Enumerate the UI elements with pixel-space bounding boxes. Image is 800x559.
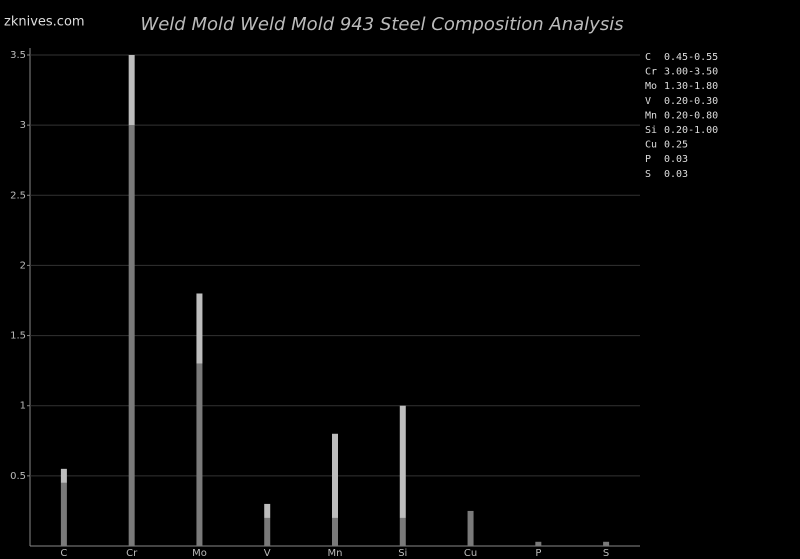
spec-range: 0.25 — [664, 140, 688, 151]
spec-element: S — [645, 169, 651, 180]
watermark: zknives.com — [4, 15, 85, 30]
x-tick-label: Cu — [464, 548, 477, 559]
y-tick-label: 2 — [20, 260, 26, 271]
bar-low — [128, 125, 135, 547]
spec-element: Cu — [645, 140, 657, 151]
bar-range — [128, 55, 135, 126]
x-tick-label: Mo — [192, 548, 207, 559]
x-tick-label: P — [535, 548, 541, 559]
x-tick-label: V — [264, 548, 271, 559]
spec-range: 3.00-3.50 — [664, 67, 718, 78]
bar-low — [603, 541, 610, 546]
spec-range: 0.20-0.30 — [664, 96, 718, 107]
bar-low — [264, 517, 271, 546]
spec-element: Mn — [645, 110, 657, 121]
bar-range — [332, 433, 338, 518]
bar-low — [535, 541, 542, 546]
bar-low — [332, 517, 338, 546]
x-tick-label: Si — [398, 548, 407, 559]
spec-range: 0.20-1.00 — [664, 125, 718, 136]
y-tick-label: 0.5 — [10, 471, 26, 482]
y-tick-label: 3 — [20, 120, 26, 131]
bar-low — [399, 517, 406, 546]
chart-title: Weld Mold Weld Mold 943 Steel Compositio… — [140, 14, 623, 35]
bar-low — [60, 482, 67, 546]
spec-element: Cr — [645, 67, 657, 78]
bar-range — [196, 293, 203, 364]
spec-element: P — [645, 154, 651, 165]
x-tick-label: Mn — [328, 548, 343, 559]
spec-range: 0.03 — [664, 154, 688, 165]
y-tick-label: 2.5 — [10, 190, 26, 201]
spec-element: C — [645, 52, 651, 63]
y-tick-label: 3.5 — [10, 50, 26, 61]
x-tick-label: C — [60, 548, 67, 559]
spec-element: Si — [645, 125, 657, 136]
x-tick-label: S — [603, 548, 609, 559]
bar-low — [196, 363, 203, 546]
spec-element: V — [645, 96, 651, 107]
spec-range: 0.45-0.55 — [664, 52, 718, 63]
y-tick-label: 1 — [20, 401, 26, 412]
bar-range — [264, 503, 271, 518]
x-tick-label: Cr — [126, 548, 138, 559]
bar-range — [399, 405, 406, 518]
bar-low — [467, 510, 474, 546]
bar-range — [60, 468, 67, 483]
spec-element: Mo — [645, 81, 657, 92]
spec-range: 1.30-1.80 — [664, 81, 718, 92]
y-tick-label: 1.5 — [10, 331, 26, 342]
spec-range: 0.20-0.80 — [664, 110, 718, 121]
spec-range: 0.03 — [664, 169, 688, 180]
